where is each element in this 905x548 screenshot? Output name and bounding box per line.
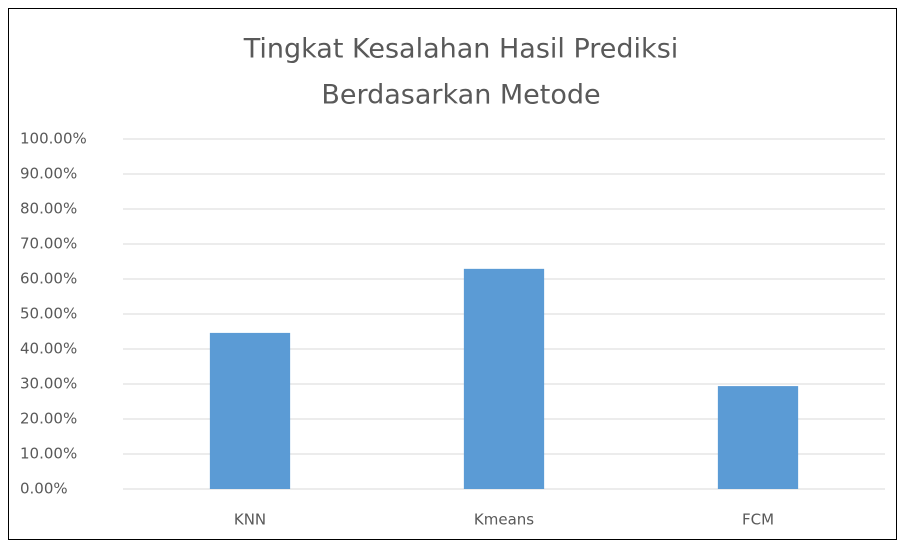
y-tick-label: 20.00%: [20, 410, 77, 428]
x-tick-label: KNN: [234, 511, 266, 529]
y-tick-label: 90.00%: [20, 165, 77, 183]
y-tick-label: 100.00%: [20, 130, 87, 148]
y-tick-label: 70.00%: [20, 235, 77, 253]
y-tick-label: 30.00%: [20, 375, 77, 393]
chart-title: Berdasarkan Metode: [321, 80, 600, 111]
y-tick-label: 0.00%: [20, 480, 68, 498]
y-tick-label: 10.00%: [20, 445, 77, 463]
y-tick-label: 40.00%: [20, 340, 77, 358]
y-tick-label: 60.00%: [20, 270, 77, 288]
x-tick-label: Kmeans: [474, 511, 534, 529]
y-tick-label: 80.00%: [20, 200, 77, 218]
chart-title: Tingkat Kesalahan Hasil Prediksi: [243, 34, 679, 65]
bar: [717, 386, 799, 489]
y-tick-label: 50.00%: [20, 305, 77, 323]
bar: [209, 332, 291, 489]
bar: [463, 268, 545, 489]
x-tick-label: FCM: [742, 511, 774, 529]
